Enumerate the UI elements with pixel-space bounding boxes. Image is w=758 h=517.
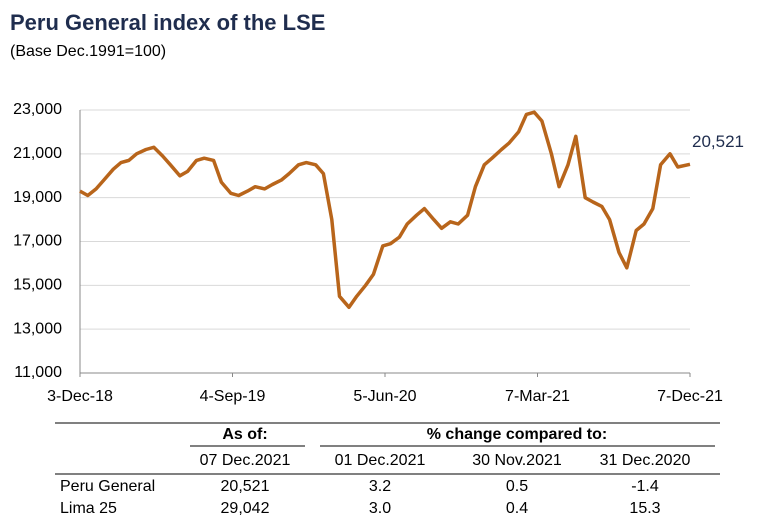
y-tick-label: 19,000 (13, 189, 62, 206)
x-tick-label: 3-Dec-18 (47, 388, 113, 405)
chart-title: Peru General index of the LSE (10, 10, 325, 35)
table-cell: 29,042 (221, 500, 270, 517)
table-cell: -1.4 (631, 478, 659, 495)
y-tick-label: 11,000 (14, 364, 62, 381)
y-tick-label: 13,000 (13, 320, 62, 337)
table-cell: 20,521 (221, 478, 270, 495)
table-row-label: Lima 25 (60, 500, 117, 517)
y-tick-label: 23,000 (13, 101, 62, 118)
table-group-header: % change compared to: (427, 426, 607, 443)
table-group-header: As of: (222, 426, 267, 443)
x-tick-label: 7-Mar-21 (505, 388, 570, 405)
table-cell: 0.4 (506, 500, 528, 517)
table-column-header: 30 Nov.2021 (472, 452, 562, 469)
table-cell: 3.0 (369, 500, 391, 517)
y-tick-label: 15,000 (13, 277, 62, 294)
x-tick-label: 7-Dec-21 (657, 388, 723, 405)
y-tick-label: 21,000 (13, 145, 62, 162)
table-cell: 0.5 (506, 478, 528, 495)
table-row-label: Peru General (60, 478, 155, 495)
line-series (79, 110, 691, 310)
table-column-header: 01 Dec.2021 (335, 452, 426, 469)
chart-subtitle: (Base Dec.1991=100) (10, 43, 166, 60)
end-label: 20,521 (692, 132, 744, 151)
y-tick-label: 17,000 (13, 233, 62, 250)
table-cell: 15.3 (629, 500, 660, 517)
x-tick-label: 5-Jun-20 (353, 388, 416, 405)
table-column-header: 31 Dec.2020 (600, 452, 691, 469)
table-cell: 3.2 (369, 478, 391, 495)
table-column-header: 07 Dec.2021 (200, 452, 291, 469)
x-tick-label: 4-Sep-19 (200, 388, 266, 405)
